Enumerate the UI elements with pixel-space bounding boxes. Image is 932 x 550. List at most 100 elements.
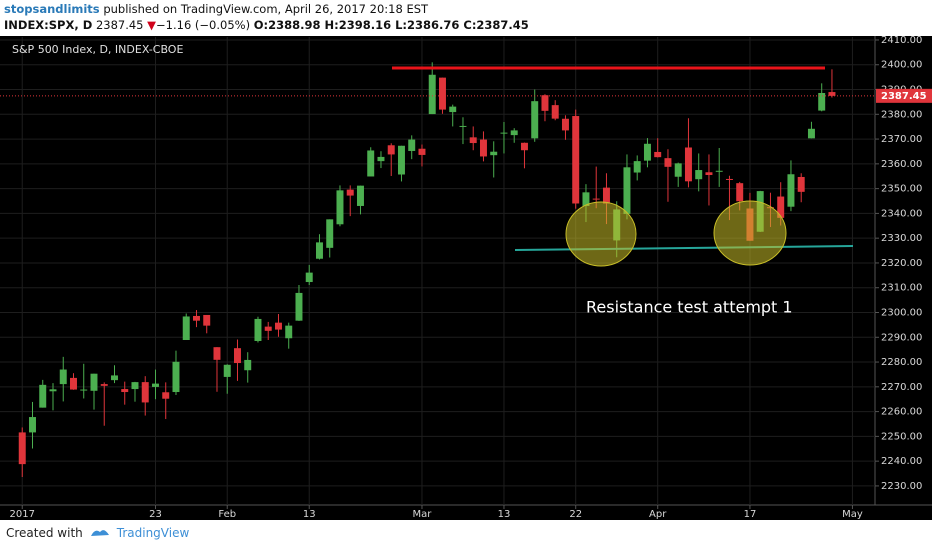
candle-body: [254, 318, 262, 341]
last-price-label: 2387.45: [881, 91, 927, 102]
y-tick-label: 2230.00: [881, 481, 922, 492]
symbol: INDEX:SPX, D: [4, 18, 93, 32]
candle-body: [367, 150, 375, 177]
x-tick-label: 2017: [10, 509, 35, 520]
candle-body: [438, 77, 446, 110]
x-tick-label: May: [842, 509, 863, 520]
candle-body: [141, 382, 149, 403]
header-line-2: INDEX:SPX, D 2387.45 ▼−1.16 (−0.05%) O:2…: [4, 17, 529, 33]
candle-body: [49, 389, 57, 392]
candle-body: [592, 198, 600, 200]
candle-body: [654, 151, 662, 158]
candle-body: [633, 161, 641, 173]
candle-body: [408, 139, 416, 151]
y-tick-label: 2290.00: [881, 332, 922, 343]
candle-body: [111, 375, 118, 381]
candle-body: [572, 116, 580, 204]
candle-body: [684, 147, 692, 182]
candle-body: [346, 189, 354, 196]
candle-body: [162, 392, 170, 399]
candle-body: [490, 151, 498, 156]
candle-body: [131, 382, 139, 390]
annotation: Resistance test attempt 1: [586, 298, 793, 317]
published: published on TradingView.com, April 26, …: [103, 2, 429, 16]
candle-body: [736, 183, 744, 202]
candle-body: [274, 322, 282, 330]
y-tick-label: 2400.00: [881, 60, 922, 71]
y-tick-label: 2240.00: [881, 456, 922, 467]
x-tick-label: 13: [303, 509, 316, 520]
candle-body: [449, 106, 457, 113]
candle-body: [418, 148, 426, 155]
candle-body: [428, 74, 436, 115]
x-tick-label: 22: [569, 509, 582, 520]
header-line-1: stopsandlimits published on TradingView.…: [4, 1, 529, 17]
candle-body: [377, 156, 385, 162]
candle-body: [551, 105, 559, 119]
header: stopsandlimits published on TradingView.…: [4, 1, 529, 33]
candle-body: [828, 92, 836, 96]
created-with: Created with: [6, 526, 83, 540]
candle-body: [705, 172, 713, 175]
x-tick-label: Mar: [413, 509, 433, 520]
candle-body: [121, 389, 129, 393]
candle-body: [315, 242, 323, 259]
candle-body: [541, 95, 549, 111]
candle-body: [18, 432, 26, 465]
candle-body: [715, 170, 723, 172]
candle-body: [100, 384, 108, 386]
chart-title: S&P 500 Index, D, INDEX-CBOE: [12, 43, 183, 56]
y-tick-label: 2360.00: [881, 159, 922, 170]
author[interactable]: stopsandlimits: [4, 2, 100, 16]
x-tick-label: Apr: [649, 509, 667, 520]
candle-body: [39, 384, 47, 408]
candle-body: [397, 145, 405, 175]
y-tick-label: 2370.00: [881, 134, 922, 145]
candle-body: [520, 142, 528, 151]
y-tick-label: 2300.00: [881, 307, 922, 318]
change: −1.16 (−0.05%): [156, 18, 251, 32]
candle-body: [223, 364, 231, 377]
x-tick-label: Feb: [218, 509, 236, 520]
y-tick-label: 2250.00: [881, 431, 922, 442]
candle-body: [582, 192, 590, 206]
candle-body: [356, 185, 364, 206]
y-tick-label: 2410.00: [881, 36, 922, 46]
highlight-ellipse: [565, 201, 637, 267]
candle-body: [674, 163, 682, 177]
candle-body: [244, 359, 252, 371]
candle-body: [203, 314, 211, 326]
candle-body: [70, 377, 77, 390]
candle-body: [305, 272, 313, 283]
x-tick-label: 13: [498, 509, 511, 520]
candle-body: [643, 143, 651, 161]
ohlc: O:2388.98 H:2398.16 L:2386.76 C:2387.45: [253, 18, 529, 32]
y-tick-label: 2340.00: [881, 208, 922, 219]
footer: Created with TradingView: [6, 526, 189, 540]
candle-body: [623, 167, 631, 214]
logo: [90, 530, 109, 536]
candle-body: [264, 326, 272, 331]
last-price-box: [876, 88, 932, 103]
candle-body: [295, 292, 303, 321]
last-price: 2387.45: [95, 18, 144, 32]
candle-body: [797, 176, 805, 192]
candle-body: [561, 118, 569, 131]
change-arrow: ▼: [147, 18, 157, 32]
candle-body: [182, 316, 190, 340]
candle-body: [469, 137, 477, 144]
candle-body: [787, 174, 795, 207]
candle-body: [90, 373, 98, 391]
chart-background: [0, 36, 932, 520]
candle-body: [459, 125, 467, 127]
x-tick-label: 17: [744, 509, 757, 520]
y-tick-label: 2350.00: [881, 184, 922, 195]
candle-body: [479, 139, 487, 157]
x-tick-label: 23: [149, 509, 162, 520]
y-tick-label: 2380.00: [881, 109, 922, 120]
candle-body: [172, 361, 180, 393]
candle-body: [695, 170, 703, 180]
candle-body: [192, 315, 200, 321]
brand[interactable]: TradingView: [116, 526, 190, 540]
